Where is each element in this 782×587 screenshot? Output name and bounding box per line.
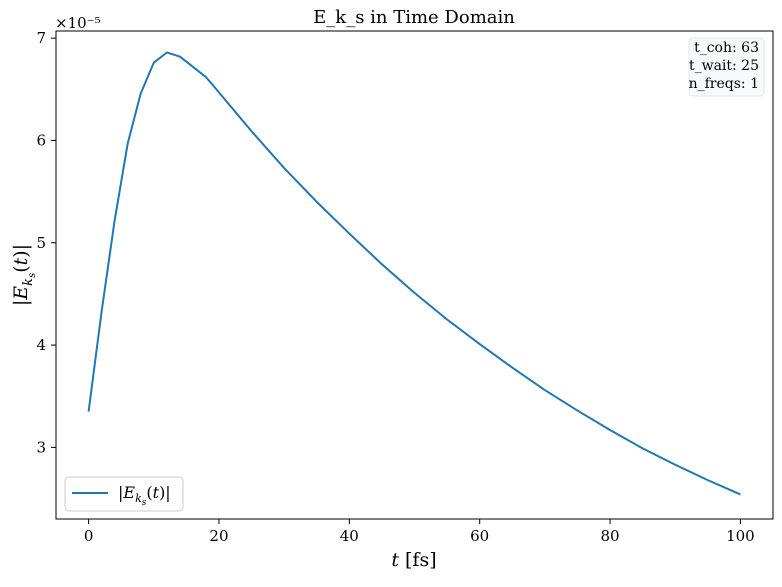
x-tick-label: 100 — [726, 527, 755, 545]
x-tick-label: 80 — [600, 527, 619, 545]
x-axis-label: t [fs] — [391, 549, 436, 571]
svg-text:×10⁻⁵: ×10⁻⁵ — [55, 14, 101, 32]
x-tick-label: 40 — [340, 527, 359, 545]
y-tick-label: 7 — [36, 29, 46, 47]
x-axis: 0 20 40 60 80 100 — [84, 519, 755, 545]
y-offset-label: ×10⁻⁵ — [55, 14, 101, 32]
x-tick-label: 0 — [84, 527, 94, 545]
series-line — [87, 51, 741, 496]
y-tick-label: 3 — [36, 438, 46, 456]
legend: |Eks(t)| — [64, 476, 184, 512]
plot-area — [55, 30, 774, 520]
info-line: t_wait: 25 — [689, 58, 759, 74]
y-tick-label: 4 — [36, 336, 46, 354]
info-line: n_freqs: 1 — [689, 76, 759, 92]
legend-label: |Eks(t)| — [118, 483, 171, 508]
x-tick-label: 20 — [209, 527, 228, 545]
info-line: t_coh: 63 — [694, 40, 759, 56]
x-tick-label: 60 — [470, 527, 489, 545]
y-tick-label: 6 — [36, 131, 46, 149]
chart-title: E_k_s in Time Domain — [313, 7, 515, 28]
y-axis: 3 4 5 6 7 — [36, 29, 56, 456]
y-tick-label: 5 — [36, 234, 46, 252]
y-axis-label: |Eks(t)| — [10, 244, 38, 306]
info-box: t_coh: 63 t_wait: 25 n_freqs: 1 — [688, 37, 765, 97]
